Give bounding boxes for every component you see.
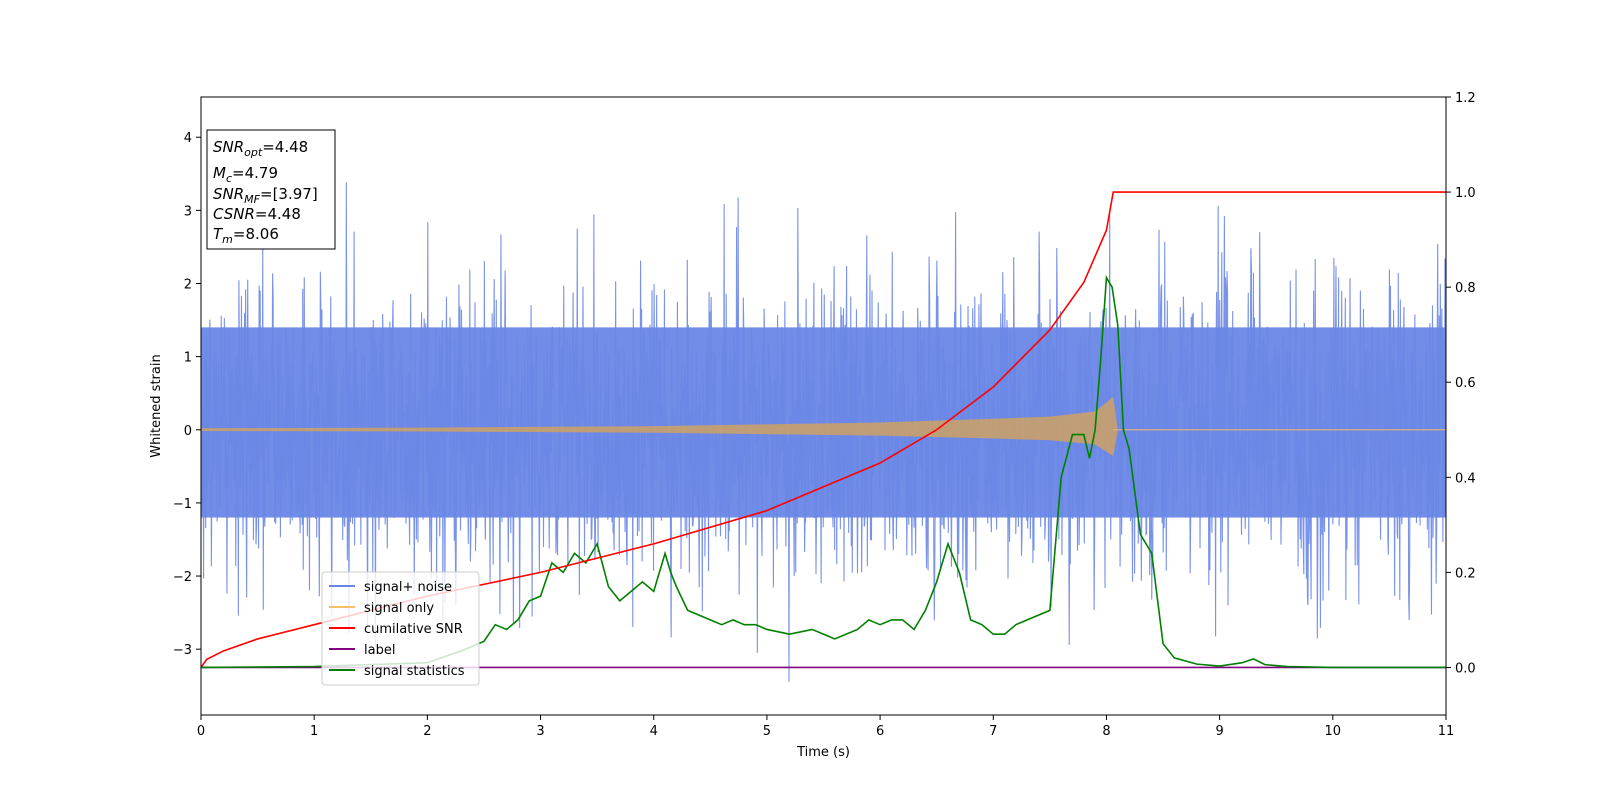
- legend-box: [321, 571, 480, 686]
- left-y-tick-label: 3: [184, 204, 192, 219]
- legend-entry: label: [364, 643, 395, 658]
- left-y-tick-label: −1: [173, 497, 192, 512]
- axes-frame: [200, 96, 1447, 716]
- left-y-tick-label: 2: [184, 277, 192, 292]
- x-tick-label: 11: [1438, 724, 1455, 739]
- left-y-tick-label: −3: [173, 643, 192, 658]
- x-tick-label: 1: [310, 724, 318, 739]
- signal-only-envelope: [201, 396, 1446, 457]
- left-y-axis-ticks: −3 −2 −1 0 1 2 3 4: [173, 131, 201, 658]
- left-y-tick-label: 0: [184, 424, 192, 439]
- left-y-axis-label: Whitened strain: [149, 354, 164, 457]
- x-tick-label: 4: [650, 724, 658, 739]
- x-tick-label: 10: [1325, 724, 1342, 739]
- legend-entry: signal only: [364, 601, 434, 616]
- x-tick-label: 3: [536, 724, 544, 739]
- cumilative-SNR-line: [200, 191, 1446, 668]
- right-y-tick-label: 1.0: [1455, 186, 1476, 201]
- x-tick-label: 8: [1102, 724, 1110, 739]
- x-tick-label: 5: [763, 724, 771, 739]
- x-tick-label: 6: [876, 724, 884, 739]
- right-y-tick-label: 0.0: [1455, 661, 1476, 676]
- x-axis-label: Time (s): [796, 745, 850, 760]
- right-y-tick-label: 0.2: [1455, 566, 1476, 581]
- x-tick-label: 0: [197, 724, 205, 739]
- annotation-frame: [206, 129, 336, 250]
- x-tick-label: 2: [423, 724, 431, 739]
- x-axis-ticks: 0 1 2 3 4 5 6 7 8 9 10 11: [197, 715, 1454, 739]
- right-y-tick-label: 0.6: [1455, 376, 1476, 391]
- legend-entry: signal+ noise: [364, 580, 452, 595]
- signal-only-series: [201, 396, 1446, 457]
- left-y-tick-label: 4: [184, 131, 192, 146]
- annotation-line: CSNR=4.48: [213, 205, 301, 223]
- left-y-tick-label: 1: [184, 351, 192, 366]
- annotation-line: Tm=8.06: [213, 225, 279, 246]
- signal-noise-series: [200, 182, 1447, 683]
- signal-statistics-line: [200, 275, 1446, 669]
- right-y-axis-ticks: 0.0 0.2 0.4 0.6 0.8 1.0 1.2: [1446, 91, 1476, 676]
- annotation-line: Mc=4.79: [213, 164, 278, 185]
- signal-noise-line: [200, 182, 1447, 683]
- legend-entry: cumilative SNR: [364, 622, 463, 637]
- right-y-tick-label: 0.4: [1455, 471, 1476, 486]
- legend-entry: signal statistics: [364, 664, 465, 679]
- left-y-tick-label: −2: [173, 570, 192, 585]
- x-tick-label: 9: [1215, 724, 1223, 739]
- annotation-line: SNRMF=[3.97]: [213, 185, 318, 206]
- x-tick-label: 7: [989, 724, 997, 739]
- legend: signal+ noise signal only cumilative SNR la…: [321, 571, 480, 686]
- annotation-line: SNRopt=4.48: [213, 138, 308, 159]
- right-y-tick-label: 0.8: [1455, 281, 1476, 296]
- right-y-tick-label: 1.2: [1455, 91, 1476, 106]
